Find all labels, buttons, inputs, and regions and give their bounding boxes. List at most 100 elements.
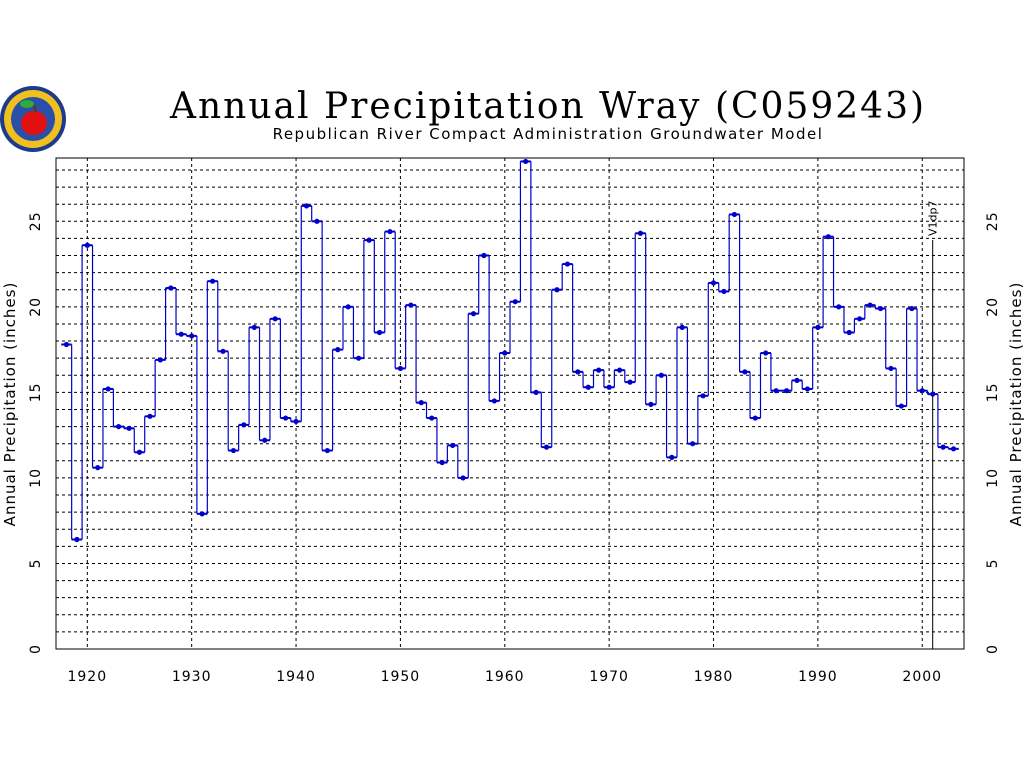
data-point bbox=[314, 218, 320, 224]
data-point bbox=[230, 447, 237, 454]
data-point bbox=[95, 465, 101, 471]
data-point bbox=[585, 384, 591, 390]
data-point bbox=[877, 305, 884, 312]
y-tick-label-left: 5 bbox=[28, 558, 44, 568]
data-point bbox=[648, 401, 654, 407]
y-tick-label-left: 25 bbox=[28, 211, 44, 231]
y-tick-label-left: 0 bbox=[28, 644, 44, 654]
x-tick-label: 1980 bbox=[694, 669, 734, 685]
data-point bbox=[523, 158, 529, 165]
x-tick-label: 1950 bbox=[381, 669, 421, 685]
y-tick-label-right: 10 bbox=[985, 468, 1001, 488]
data-point bbox=[596, 367, 602, 373]
data-point bbox=[825, 234, 831, 240]
data-point bbox=[116, 423, 122, 430]
data-point bbox=[575, 369, 581, 375]
data-point bbox=[783, 388, 790, 394]
data-point bbox=[742, 369, 748, 375]
data-point bbox=[303, 203, 310, 209]
data-point bbox=[491, 398, 497, 404]
data-point bbox=[554, 287, 560, 293]
y-axis-title-left: Annual Precipitation (inches) bbox=[1, 282, 19, 527]
data-point bbox=[189, 333, 195, 339]
data-point bbox=[815, 324, 821, 330]
data-point bbox=[429, 415, 435, 421]
data-point bbox=[157, 357, 163, 363]
data-point bbox=[293, 418, 299, 425]
data-point bbox=[397, 365, 404, 372]
data-point bbox=[470, 311, 477, 317]
data-point bbox=[136, 449, 143, 455]
data-point bbox=[930, 391, 936, 397]
plot-frame bbox=[55, 157, 965, 650]
data-point bbox=[543, 444, 550, 450]
x-tick-label: 1920 bbox=[67, 669, 107, 685]
data-point bbox=[481, 252, 487, 259]
x-tick-label: 1960 bbox=[485, 669, 525, 685]
y-tick-label-right: 25 bbox=[985, 211, 1001, 231]
y-tick-label-right: 0 bbox=[985, 644, 1001, 654]
data-point bbox=[63, 341, 70, 348]
data-point bbox=[408, 302, 414, 308]
data-point bbox=[616, 367, 623, 373]
y-tick-label-left: 20 bbox=[28, 297, 44, 317]
logo-leaf bbox=[20, 100, 34, 108]
data-point bbox=[262, 437, 268, 443]
data-point bbox=[898, 403, 904, 409]
y-tick-labels: 0 0 5 5 10 10 15 15 20 20 25 25 bbox=[28, 211, 1001, 654]
data-point bbox=[356, 355, 362, 361]
annotation-layer: V1dp7 bbox=[927, 201, 940, 649]
data-point bbox=[857, 316, 863, 322]
data-point bbox=[909, 305, 915, 312]
data-point bbox=[804, 386, 811, 392]
data-point bbox=[460, 475, 466, 481]
data-point bbox=[710, 280, 717, 286]
data-point bbox=[418, 400, 424, 406]
data-point bbox=[126, 425, 132, 431]
data-point bbox=[220, 348, 226, 354]
annotation-label: V1dp7 bbox=[927, 201, 940, 237]
x-tick-labels: 1920 1930 1940 1950 1960 1970 1980 1990 2000 bbox=[67, 669, 942, 685]
data-point bbox=[763, 350, 769, 356]
data-point bbox=[919, 388, 925, 394]
data-point bbox=[533, 389, 539, 395]
data-point bbox=[690, 441, 696, 447]
x-tick-label: 1930 bbox=[172, 669, 212, 685]
y-tick-label-right: 5 bbox=[985, 558, 1001, 568]
data-point bbox=[439, 459, 445, 466]
data-point bbox=[700, 393, 706, 399]
data-point bbox=[449, 442, 456, 449]
y-tick-label-right: 20 bbox=[985, 297, 1001, 317]
data-point bbox=[251, 324, 257, 330]
data-point bbox=[836, 304, 842, 310]
chart-title: Annual Precipitation Wray (C059243) bbox=[169, 86, 926, 127]
data-point bbox=[606, 384, 612, 390]
data-point bbox=[241, 422, 247, 428]
y-tick-label-right: 15 bbox=[985, 382, 1001, 402]
data-point bbox=[335, 347, 341, 353]
data-point bbox=[564, 261, 571, 267]
data-point bbox=[272, 316, 278, 322]
data-point bbox=[512, 299, 518, 305]
logo-apple bbox=[21, 111, 47, 135]
data-point bbox=[366, 237, 372, 243]
data-point bbox=[283, 415, 289, 421]
x-tick-label: 2000 bbox=[902, 669, 942, 685]
data-point bbox=[178, 331, 184, 337]
data-point bbox=[74, 536, 80, 543]
data-point bbox=[105, 386, 111, 392]
data-point bbox=[721, 288, 727, 295]
x-tick-label: 1990 bbox=[798, 669, 838, 685]
x-tick-label: 1940 bbox=[276, 669, 316, 685]
y-tick-label-left: 15 bbox=[28, 382, 44, 402]
data-point bbox=[950, 446, 957, 452]
data-point bbox=[888, 365, 894, 372]
y-axis-title-right: Annual Precipitation (inches) bbox=[1007, 282, 1024, 527]
data-point bbox=[752, 415, 758, 421]
logo-stem bbox=[33, 104, 37, 113]
grid bbox=[56, 158, 964, 649]
data-point bbox=[658, 372, 664, 378]
y-tick-label-left: 10 bbox=[28, 468, 44, 488]
data-point bbox=[637, 230, 644, 236]
